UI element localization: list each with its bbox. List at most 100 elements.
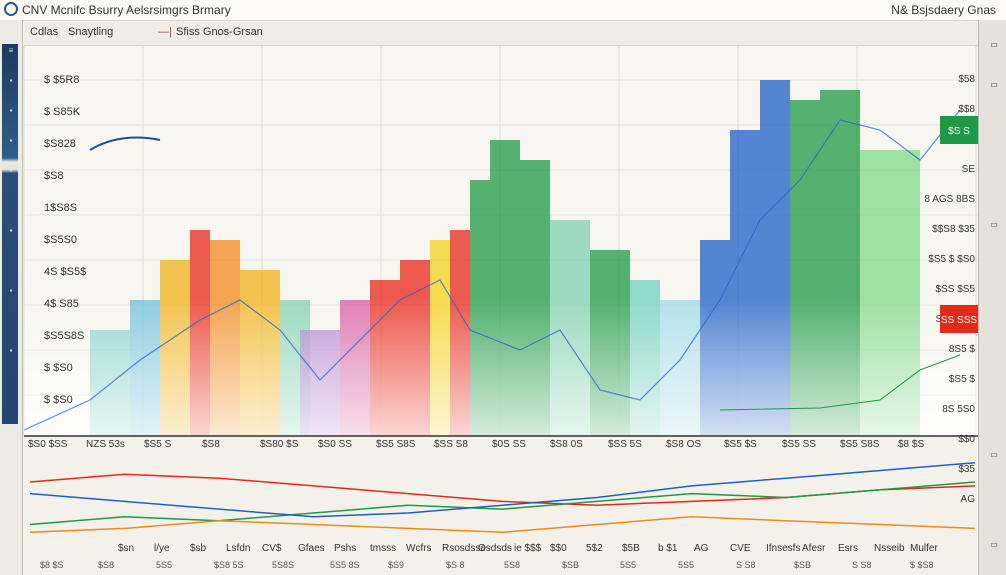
lower-label: Rsosdsse	[442, 543, 486, 554]
x-tick-label-upper: $S8	[202, 439, 220, 450]
right-sidebar-button-4[interactable]: ▭	[990, 450, 998, 459]
lower-label: Wcfrs	[406, 543, 432, 554]
x-tick-label-upper: $SS 5S	[608, 439, 642, 450]
lower-label: Nsseib	[874, 543, 905, 554]
toolbar-item-3[interactable]: Sfiss Gnos-Grsan	[176, 26, 263, 38]
right-badge-box	[940, 305, 978, 333]
y-tick-label: $ S85K	[44, 106, 81, 118]
area-block	[210, 240, 240, 436]
right-sidebar-button-2[interactable]: ▭	[990, 80, 998, 89]
left-sidebar: ≡ ▪ ▪ ▪ ▪ ▪ ▪ ▪	[0, 20, 23, 575]
x-tick-labels-upper: $S0 $SS NZS 53s $S5 S $S8 $S80 $S $S0 SS $S5 S…	[28, 439, 924, 450]
y-tick-label: $S828	[44, 138, 76, 150]
app-logo-icon	[4, 2, 18, 16]
annotation-arrow	[89, 136, 161, 151]
x-tick-label-upper: $S0 $SS	[28, 439, 68, 450]
right-tick-label: $58	[958, 74, 975, 85]
area-block	[90, 330, 130, 436]
right-tick-label: $SS $S5	[936, 284, 976, 295]
sidebar-button-5[interactable]: ▪	[9, 166, 13, 175]
y-tick-label: $S8	[44, 170, 64, 182]
sidebar-button-1[interactable]: ≡	[8, 46, 14, 55]
x-tick-label-upper: $S8 0S	[550, 439, 583, 450]
plot-background	[24, 46, 978, 436]
right-badge-box	[940, 116, 978, 144]
x-tick-label-lower: 5S5	[620, 560, 636, 570]
sidebar-button-2[interactable]: ▪	[9, 76, 13, 85]
area-block	[450, 230, 470, 436]
series-line	[29, 473, 976, 506]
x-tick-label-upper: $8 $S	[898, 439, 924, 450]
lower-label: Ifnsesfs	[766, 543, 800, 554]
area-block	[280, 300, 310, 436]
x-tick-label-lower: $ $S8	[910, 560, 934, 570]
x-tick-label-upper: $S5 S	[144, 439, 172, 450]
x-tick-label-upper: $S5 $S	[724, 439, 757, 450]
x-tick-label-upper: $S5 SS	[782, 439, 816, 450]
x-tick-label-lower: $SB	[794, 560, 811, 570]
lower-label: Lsfdn	[226, 543, 250, 554]
x-tick-label-lower: $S9	[388, 560, 404, 570]
right-tick-label: $35	[958, 464, 975, 475]
lower-label: CVE	[730, 543, 751, 554]
right-tick-label: $S5 $	[949, 374, 976, 385]
right-tick-label: AG	[961, 494, 976, 505]
grid	[23, 46, 978, 436]
lower-label: tmsss	[370, 543, 396, 554]
area-block	[760, 80, 790, 436]
toolbar-dash-icon[interactable]: —|	[158, 26, 172, 38]
area-block	[700, 240, 730, 436]
lower-labels: $sn l/ye $sb Lsfdn CV$ Gfaes Pshs tmsss Wcfrs Rso…	[118, 543, 938, 554]
right-tick-label: $$S8 $35	[932, 224, 975, 235]
x-tick-label-lower: 5S5 8S	[330, 560, 360, 570]
lower-label: b $1	[658, 543, 678, 554]
area-block	[300, 330, 340, 436]
x-tick-label-lower: 5S5	[678, 560, 694, 570]
x-tick-label-upper: $S80 $S	[260, 439, 299, 450]
x-tick-label-lower: S S8	[736, 560, 756, 570]
y-tick-label: $S5S8S	[44, 330, 84, 342]
right-tick-label: $$S	[957, 134, 975, 145]
right-sidebar-button-5[interactable]: ▭	[990, 540, 998, 549]
series-line	[29, 461, 976, 518]
toolbar-item-1[interactable]: Cdlas	[30, 26, 59, 38]
sidebar-button-7[interactable]: ▪	[9, 286, 13, 295]
toolbar-item-2[interactable]: Snaytling	[68, 26, 114, 38]
area-block	[790, 100, 820, 436]
toolbar: Cdlas Snaytling —| Sfiss Gnos-Grsan	[24, 21, 978, 46]
series-line	[29, 516, 976, 534]
right-sidebar-button-1[interactable]: ▭	[990, 40, 998, 49]
area-block	[550, 220, 590, 436]
x-tick-label-upper: $S5 S8S	[840, 439, 880, 450]
sidebar-button-8[interactable]: ▪	[9, 346, 13, 355]
y-tick-label: $ $5R8	[44, 74, 79, 86]
x-tick-label-lower: $S8 5S	[214, 560, 244, 570]
trend-line	[23, 109, 961, 431]
lower-label: Esrs	[838, 543, 858, 554]
lower-label: AG	[694, 543, 709, 554]
sidebar-button-3[interactable]: ▪	[9, 106, 13, 115]
x-tick-label-lower: S S8	[852, 560, 872, 570]
lower-label: ie $$$	[514, 543, 542, 554]
area-block	[340, 300, 370, 436]
x-tick-labels-lower: $8 $S $S8 5S5 $S8 5S 5S8S 5S5 8S $S9 $S 8 5S8 $SB…	[40, 560, 934, 570]
sidebar-button-6[interactable]: ▪	[9, 226, 13, 235]
x-tick-label-upper: $S8 OS	[666, 439, 701, 450]
x-tick-label-upper: $SS S8	[434, 439, 468, 450]
y-tick-label: 1$S8S	[44, 202, 77, 214]
y-tick-label: 4S $S5$	[44, 266, 86, 278]
right-tick-label: $S5 $ $S0	[928, 254, 975, 265]
right-sidebar-button-3[interactable]: ▭	[990, 220, 998, 229]
x-tick-label-upper: $S5 S8S	[376, 439, 416, 450]
y-tick-labels: $ $5R8 $ S85K $S828 $S8 1$S8S $S5S0 4S $S5$ 4$ …	[44, 74, 86, 406]
area-block	[660, 300, 700, 436]
area-block	[490, 140, 520, 436]
area-block	[130, 300, 160, 436]
right-tick-label: $$8	[958, 104, 975, 115]
x-tick-label-lower: 5S8S	[272, 560, 294, 570]
window-title-right: N& Bsjsdaery Gnas	[891, 3, 996, 17]
sidebar-button-4[interactable]: ▪	[9, 136, 13, 145]
x-tick-label-upper: $S0 SS	[318, 439, 352, 450]
lower-label: $sn	[118, 543, 134, 554]
